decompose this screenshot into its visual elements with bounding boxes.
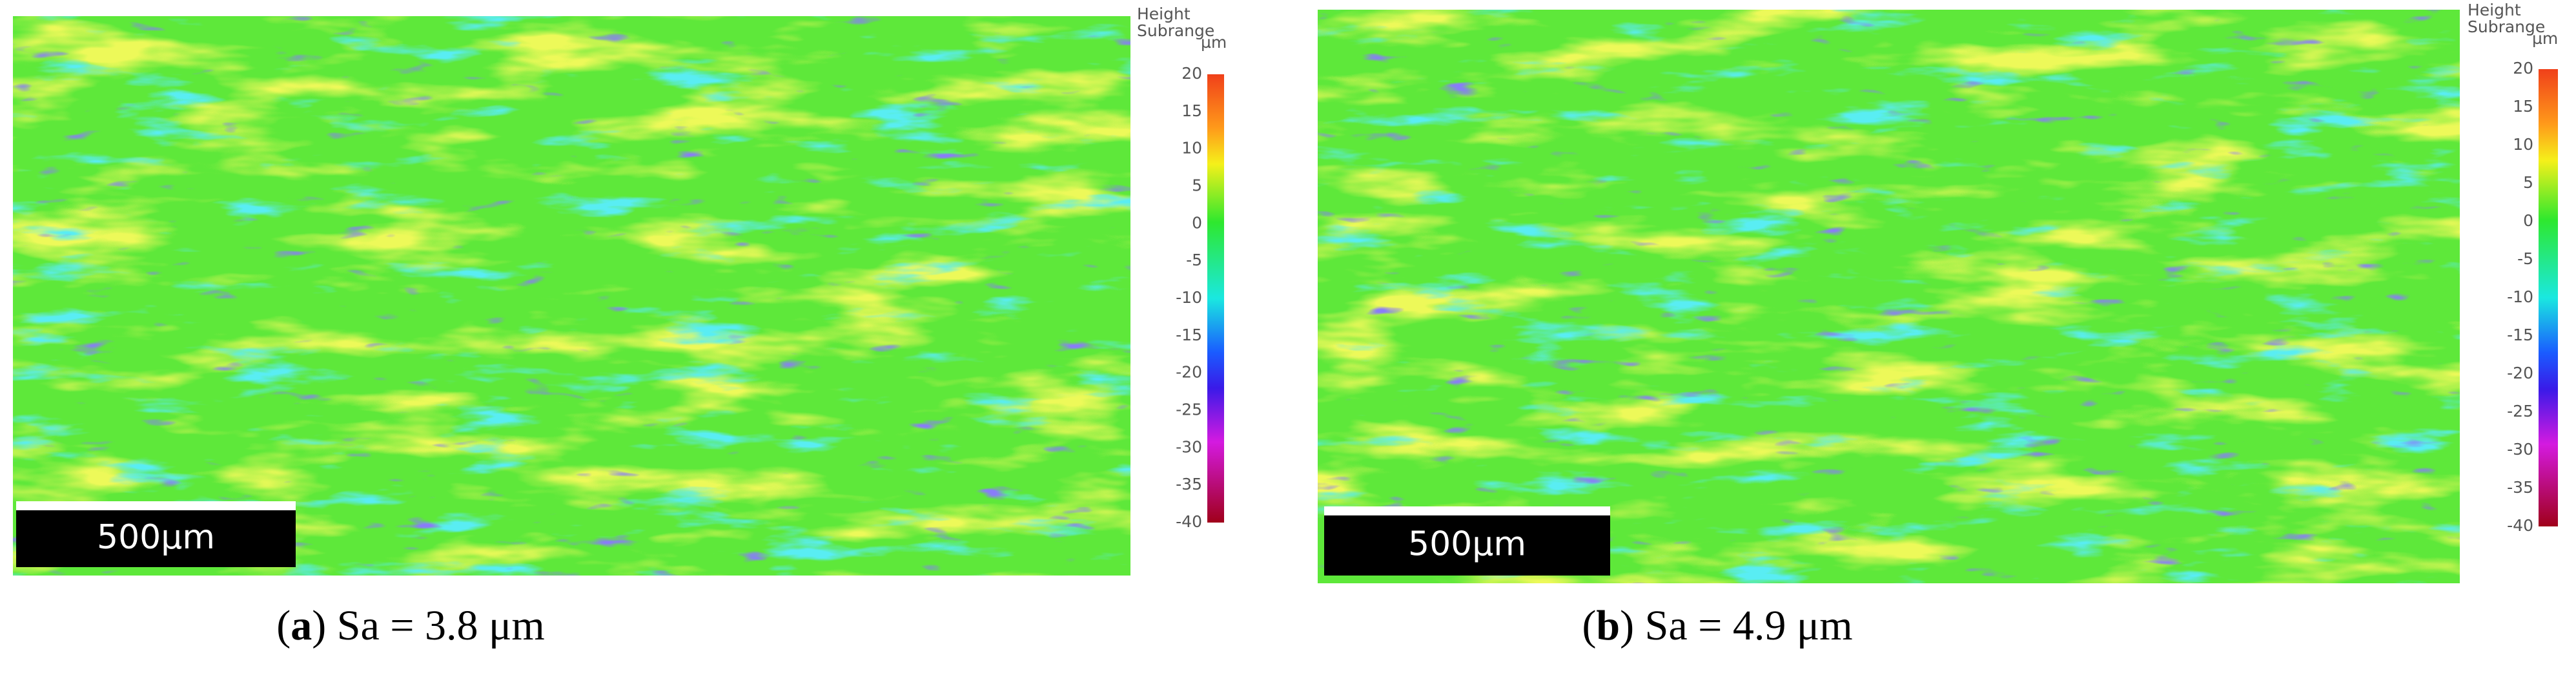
colorbar-tick-label: -40 bbox=[2507, 516, 2533, 535]
caption-label: b bbox=[1596, 602, 1620, 649]
colorbar-tick-label: -5 bbox=[1186, 251, 1202, 269]
legend-title: Height Subrange bbox=[2468, 1, 2545, 36]
colorbar-tick-label: -15 bbox=[2507, 326, 2533, 344]
caption: (b) Sa = 4.9 μm bbox=[1582, 602, 1852, 649]
colorbar-tick-label: 20 bbox=[1181, 64, 1202, 83]
colorbar-tick-label: -25 bbox=[1176, 400, 1202, 419]
colorbar-tick-label: -10 bbox=[1176, 288, 1202, 307]
caption: (a) Sa = 3.8 μm bbox=[276, 602, 544, 649]
colorbar-tick-label: -5 bbox=[2517, 249, 2533, 268]
colorbar-tick-label: -30 bbox=[2507, 440, 2533, 459]
colorbar-tick-label: -40 bbox=[1176, 512, 1202, 531]
colorbar-tick-label: 15 bbox=[1181, 101, 1202, 120]
colorbar-tick-label: -20 bbox=[1176, 363, 1202, 382]
caption-text: ) Sa = 3.8 μm bbox=[312, 602, 544, 649]
colorbar-tick-label: -20 bbox=[2507, 364, 2533, 382]
colorbar-tick-label: 10 bbox=[1181, 139, 1202, 158]
colorbar-tick-label: 20 bbox=[2513, 59, 2533, 78]
colorbar-tick-label: 0 bbox=[2523, 211, 2533, 230]
colorbar-tick-label: 5 bbox=[1192, 176, 1202, 195]
colorbar-tick-label: 15 bbox=[2513, 97, 2533, 116]
colorbar-tick-label: 5 bbox=[2523, 173, 2533, 192]
colorbar-tick-label: -30 bbox=[1176, 437, 1202, 456]
scale-bar bbox=[1324, 506, 1610, 515]
colorbar-tick-label: 0 bbox=[1192, 213, 1202, 232]
caption-text: ) Sa = 4.9 μm bbox=[1620, 602, 1852, 649]
colorbar bbox=[1207, 74, 1224, 523]
colorbar-tick-label: -35 bbox=[2507, 478, 2533, 497]
colorbar-tick-label: -25 bbox=[2507, 402, 2533, 421]
colorbar bbox=[2539, 69, 2558, 526]
caption-open: ( bbox=[276, 602, 291, 649]
height-map-texture bbox=[1318, 10, 2460, 583]
colorbar-tick-label: -15 bbox=[1176, 326, 1202, 344]
caption-label: a bbox=[291, 602, 312, 649]
colorbar-tick-label: 10 bbox=[2513, 135, 2533, 154]
caption-open: ( bbox=[1582, 602, 1596, 649]
scale-bar-label: 500µm bbox=[1408, 525, 1526, 564]
legend-unit: µm bbox=[2532, 29, 2558, 48]
colorbar-tick-label: -35 bbox=[1176, 475, 1202, 493]
legend-title: Height Subrange bbox=[1137, 5, 1214, 40]
scale-bar-label: 500µm bbox=[97, 518, 215, 557]
height-map-texture bbox=[13, 16, 1130, 576]
legend-unit: µm bbox=[1201, 33, 1227, 52]
colorbar-tick-label: -10 bbox=[2507, 287, 2533, 306]
scale-bar-bg bbox=[1324, 506, 1610, 576]
scale-bar bbox=[16, 501, 296, 510]
scale-bar-bg bbox=[16, 501, 296, 567]
